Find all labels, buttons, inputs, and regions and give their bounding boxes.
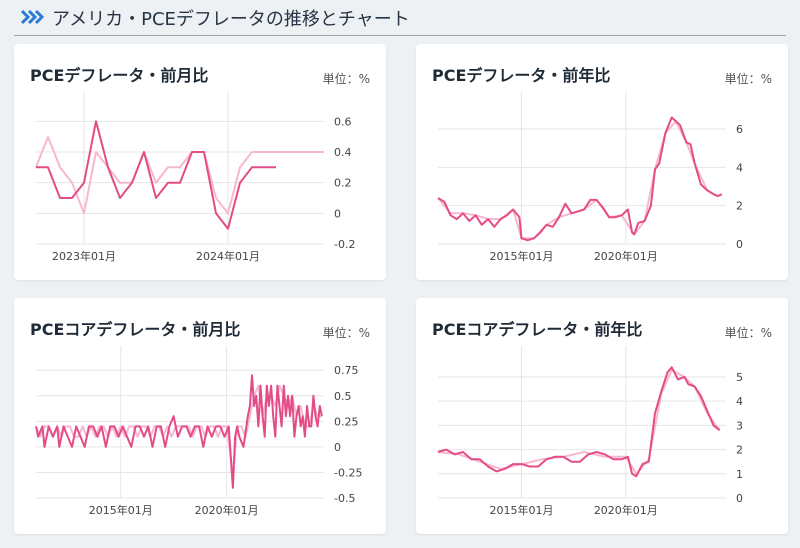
chart-card-core-pce-mom: PCEコアデフレータ・前月比 単位：% 0.75 0.5 0.25 0 -0.25 -0.… bbox=[14, 298, 386, 534]
y-tick-label: 0 bbox=[334, 441, 341, 454]
double-chevron-right-icon bbox=[20, 9, 44, 25]
series-line-primary bbox=[36, 120, 276, 230]
x-tick-label: 2015年01月 bbox=[489, 249, 553, 263]
y-tick-label: 3 bbox=[736, 419, 743, 432]
header-divider bbox=[14, 35, 786, 36]
chart-title: PCEコアデフレータ・前年比 bbox=[432, 320, 643, 339]
y-tick-label: 0 bbox=[736, 238, 743, 251]
y-tick-label: 2 bbox=[736, 200, 743, 213]
chart-card-core-pce-yoy: PCEコアデフレータ・前年比 単位：% 5 4 3 2 1 0 2015年01月 2020年0… bbox=[416, 298, 788, 534]
page-title: アメリカ・PCEデフレータの推移とチャート bbox=[52, 9, 410, 30]
x-tick-label: 2015年01月 bbox=[89, 503, 153, 517]
y-tick-label: -0.5 bbox=[334, 492, 355, 505]
x-tick-label: 2023年01月 bbox=[52, 249, 116, 263]
chart-card-pce-mom: PCEデフレータ・前月比 単位：% 0.6 0.4 0.2 0 -0.2 2023年01月… bbox=[14, 44, 386, 280]
y-tick-label: 0.5 bbox=[334, 390, 352, 403]
y-tick-label: 0.4 bbox=[334, 146, 352, 159]
unit-label: 単位：% bbox=[724, 326, 772, 340]
y-tick-label: 0.6 bbox=[334, 115, 352, 128]
y-tick-label: 0 bbox=[736, 492, 743, 505]
series-line-primary bbox=[437, 366, 721, 478]
chart-pce-yoy: 6 4 2 0 2015年01月 2020年01月 bbox=[437, 92, 743, 263]
chart-title: PCEデフレータ・前月比 bbox=[30, 66, 209, 85]
y-tick-label: 1 bbox=[736, 468, 743, 481]
chart-pce-mom: 0.6 0.4 0.2 0 -0.2 2023年01月 2024年01月 bbox=[35, 92, 355, 263]
chart-card-pce-yoy: PCEデフレータ・前年比 単位：% 6 4 2 0 2015年01月 2020年01月 bbox=[416, 44, 788, 280]
chart-title: PCEコアデフレータ・前月比 bbox=[30, 320, 241, 339]
y-tick-label: -0.25 bbox=[334, 466, 362, 479]
y-tick-label: 0 bbox=[334, 207, 341, 220]
chart-title: PCEデフレータ・前年比 bbox=[432, 66, 611, 85]
y-tick-label: 2 bbox=[736, 444, 743, 457]
page-header: アメリカ・PCEデフレータの推移とチャート bbox=[0, 0, 800, 36]
x-tick-label: 2024年01月 bbox=[196, 249, 260, 263]
y-tick-label: 0.75 bbox=[334, 364, 359, 377]
x-tick-label: 2020年01月 bbox=[195, 503, 259, 517]
y-tick-label: 0.25 bbox=[334, 415, 359, 428]
unit-label: 単位：% bbox=[322, 72, 370, 86]
x-tick-label: 2020年01月 bbox=[594, 503, 658, 517]
y-tick-label: 4 bbox=[736, 161, 743, 174]
y-tick-label: 0.2 bbox=[334, 177, 352, 190]
x-tick-label: 2015年01月 bbox=[489, 503, 553, 517]
series-line-secondary bbox=[35, 384, 322, 479]
chart-core-pce-yoy: 5 4 3 2 1 0 2015年01月 2020年01月 bbox=[437, 346, 743, 517]
unit-label: 単位：% bbox=[724, 72, 772, 86]
x-tick-label: 2020年01月 bbox=[594, 249, 658, 263]
chart-core-pce-mom: 0.75 0.5 0.25 0 -0.25 -0.5 2015年01月 2020年01月 bbox=[35, 346, 362, 517]
series-line-primary bbox=[35, 374, 323, 489]
series-line-secondary bbox=[35, 135, 324, 215]
y-tick-label: 4 bbox=[736, 395, 743, 408]
series-line-secondary bbox=[437, 368, 721, 475]
y-tick-label: 6 bbox=[736, 123, 743, 136]
series-line-primary bbox=[437, 116, 723, 242]
y-tick-label: 5 bbox=[736, 371, 743, 384]
unit-label: 単位：% bbox=[322, 326, 370, 340]
y-tick-label: -0.2 bbox=[334, 238, 355, 251]
